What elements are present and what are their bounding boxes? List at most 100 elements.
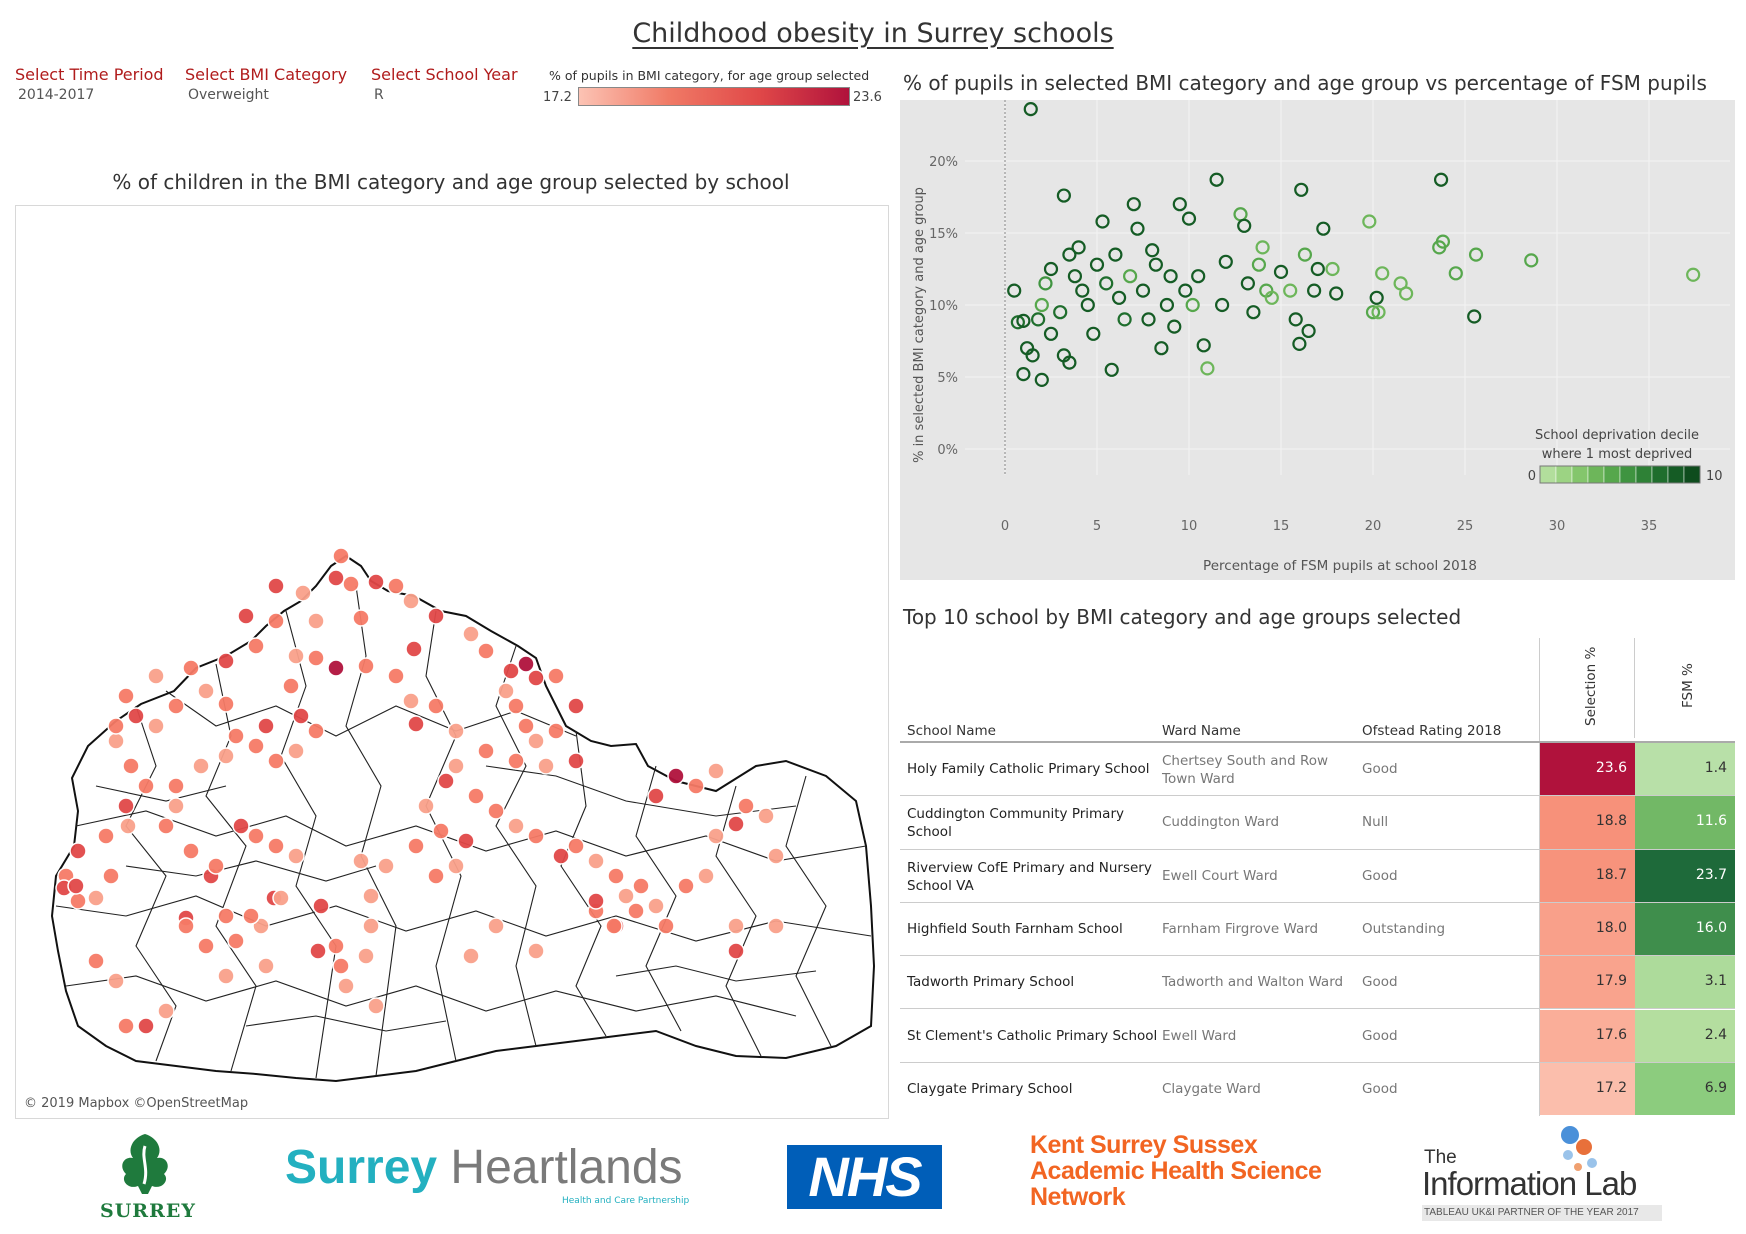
school-marker[interactable] [287, 742, 305, 760]
school-marker[interactable] [362, 887, 380, 905]
school-marker[interactable] [437, 772, 455, 790]
school-marker[interactable] [567, 837, 585, 855]
scatter-point[interactable] [1467, 309, 1482, 324]
school-marker[interactable] [467, 787, 485, 805]
school-marker[interactable] [272, 889, 290, 907]
scatter-point[interactable] [1301, 323, 1316, 339]
scatter-point[interactable] [1056, 188, 1071, 203]
school-marker[interactable] [387, 577, 405, 595]
school-marker[interactable] [327, 569, 345, 587]
scatter-point[interactable] [1043, 261, 1059, 277]
scatter-point[interactable] [1010, 315, 1025, 330]
scatter-point[interactable] [1031, 312, 1046, 327]
school-marker[interactable] [507, 752, 525, 770]
school-marker[interactable] [462, 947, 480, 965]
school-marker[interactable] [737, 797, 755, 815]
school-marker[interactable] [407, 837, 425, 855]
school-marker[interactable] [487, 802, 505, 820]
school-marker[interactable] [767, 917, 785, 935]
school-marker[interactable] [527, 942, 545, 960]
scatter-point[interactable] [1435, 234, 1451, 249]
col-header-rating[interactable]: Ofstead Rating 2018 [1362, 723, 1502, 739]
school-marker[interactable] [727, 917, 745, 935]
scatter-point[interactable] [1023, 102, 1038, 117]
col-header-selection[interactable]: Selection % [1583, 646, 1599, 726]
scatter-point[interactable] [1016, 313, 1031, 328]
school-marker[interactable] [107, 972, 125, 990]
school-marker[interactable] [87, 889, 105, 907]
school-marker[interactable] [294, 584, 312, 602]
school-marker[interactable] [432, 822, 450, 840]
school-marker[interactable] [552, 847, 570, 865]
school-marker[interactable] [137, 1017, 155, 1035]
school-marker[interactable] [502, 662, 520, 680]
scatter-point[interactable] [1273, 264, 1289, 279]
school-marker[interactable] [167, 797, 185, 815]
school-marker[interactable] [167, 777, 185, 795]
school-marker[interactable] [417, 797, 435, 815]
scatter-point[interactable] [1362, 214, 1377, 229]
scatter-point[interactable] [1053, 305, 1068, 320]
school-marker[interactable] [167, 697, 185, 715]
school-marker[interactable] [147, 717, 165, 735]
school-marker[interactable] [107, 732, 125, 750]
school-marker[interactable] [547, 667, 565, 685]
scatter-point[interactable] [1448, 266, 1463, 281]
school-marker[interactable] [157, 1002, 175, 1020]
scatter-point[interactable] [1240, 276, 1255, 291]
scatter-point[interactable] [1399, 286, 1414, 301]
scatter-point[interactable] [1159, 297, 1175, 313]
col-header-ward[interactable]: Ward Name [1162, 723, 1241, 739]
scatter-point[interactable] [1145, 243, 1160, 258]
school-marker[interactable] [119, 817, 137, 835]
school-marker[interactable] [69, 842, 87, 860]
school-marker[interactable] [342, 575, 360, 593]
school-marker[interactable] [247, 737, 265, 755]
school-marker[interactable] [527, 827, 545, 845]
school-marker[interactable] [587, 892, 605, 910]
school-marker[interactable] [137, 777, 155, 795]
school-marker[interactable] [567, 697, 585, 715]
scatter-chart[interactable]: 0%5%10%15%20%25%05101520253035Percentage… [900, 100, 1735, 580]
school-marker[interactable] [227, 727, 245, 745]
scatter-point[interactable] [1246, 305, 1261, 320]
scatter-point[interactable] [1215, 297, 1230, 313]
school-marker[interactable] [667, 767, 685, 785]
school-marker[interactable] [67, 877, 85, 895]
school-marker[interactable] [182, 842, 200, 860]
scatter-point[interactable] [1297, 247, 1313, 262]
scatter-point[interactable] [1329, 286, 1344, 301]
scatter-point[interactable] [1325, 261, 1340, 277]
school-marker[interactable] [587, 852, 605, 870]
scatter-point[interactable] [1016, 367, 1031, 382]
school-marker[interactable] [687, 777, 705, 795]
school-marker[interactable] [197, 937, 215, 955]
col-header-school[interactable]: School Name [907, 723, 996, 739]
school-map[interactable] [15, 205, 889, 1119]
scatter-point[interactable] [1086, 326, 1101, 341]
school-marker[interactable] [227, 932, 245, 950]
school-marker[interactable] [402, 592, 420, 610]
scatter-point[interactable] [1111, 290, 1127, 305]
school-marker[interactable] [267, 837, 285, 855]
school-marker[interactable] [427, 697, 445, 715]
school-marker[interactable] [247, 637, 265, 655]
school-marker[interactable] [402, 692, 420, 710]
table-row[interactable]: Holy Family Catholic Primary School Chert… [900, 743, 1735, 797]
school-marker[interactable] [352, 852, 370, 870]
scatter-point[interactable] [1043, 326, 1059, 341]
school-marker[interactable] [122, 757, 140, 775]
school-marker[interactable] [307, 649, 325, 667]
school-marker[interactable] [257, 957, 275, 975]
school-marker[interactable] [327, 937, 345, 955]
scatter-point[interactable] [1034, 297, 1049, 313]
school-marker[interactable] [192, 757, 210, 775]
school-marker[interactable] [727, 942, 745, 960]
scatter-point[interactable] [1148, 257, 1163, 272]
map-canvas[interactable] [16, 206, 888, 1118]
scatter-point[interactable] [1200, 361, 1215, 376]
school-marker[interactable] [362, 917, 380, 935]
school-marker[interactable] [757, 807, 775, 825]
school-marker[interactable] [627, 902, 645, 920]
school-marker[interactable] [707, 827, 725, 845]
